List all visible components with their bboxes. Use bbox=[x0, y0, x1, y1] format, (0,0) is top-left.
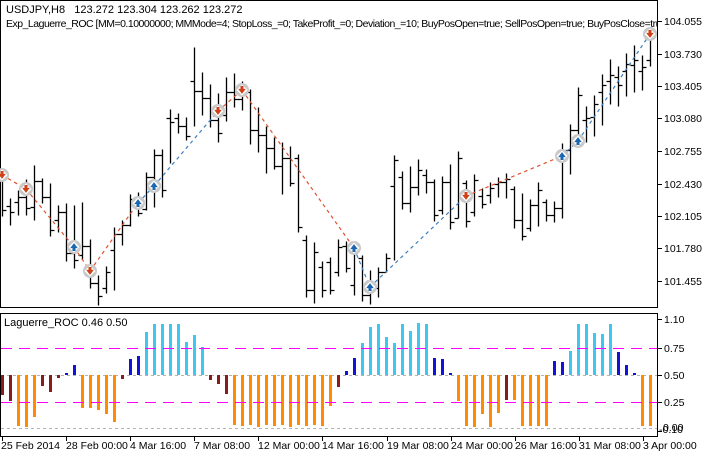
svg-text:USDJPY,H8 123.272 123.304 12: USDJPY,H8 123.272 123.304 123.262 123.27… bbox=[6, 4, 242, 16]
svg-text:104.055: 104.055 bbox=[664, 16, 702, 28]
svg-text:102.755: 102.755 bbox=[664, 146, 702, 158]
svg-text:101.455: 101.455 bbox=[664, 276, 702, 288]
svg-text:103.080: 103.080 bbox=[664, 113, 702, 125]
svg-text:14 Mar 16:00: 14 Mar 16:00 bbox=[322, 440, 384, 452]
svg-text:0.75: 0.75 bbox=[664, 343, 685, 355]
svg-text:26 Mar 16:00: 26 Mar 16:00 bbox=[515, 440, 577, 452]
svg-text:-0.10: -0.10 bbox=[659, 424, 683, 436]
svg-text:1.10: 1.10 bbox=[664, 314, 685, 326]
svg-text:4 Mar 16:00: 4 Mar 16:00 bbox=[130, 440, 186, 452]
svg-text:103.405: 103.405 bbox=[664, 81, 702, 93]
svg-text:28 Feb 00:00: 28 Feb 00:00 bbox=[66, 440, 128, 452]
svg-text:25 Feb 2014: 25 Feb 2014 bbox=[1, 440, 60, 452]
svg-text:3 Apr 00:00: 3 Apr 00:00 bbox=[643, 440, 697, 452]
svg-text:7 Mar 08:00: 7 Mar 08:00 bbox=[194, 440, 250, 452]
svg-text:0.25: 0.25 bbox=[664, 397, 685, 409]
svg-text:102.430: 102.430 bbox=[664, 179, 702, 191]
svg-text:19 Mar 08:00: 19 Mar 08:00 bbox=[387, 440, 449, 452]
svg-text:24 Mar 00:00: 24 Mar 00:00 bbox=[451, 440, 513, 452]
svg-text:Laguerre_ROC 0.46 0.50: Laguerre_ROC 0.46 0.50 bbox=[4, 317, 128, 329]
svg-text:0.00: 0.00 bbox=[663, 422, 684, 434]
svg-text:12 Mar 00:00: 12 Mar 00:00 bbox=[258, 440, 320, 452]
svg-text:102.105: 102.105 bbox=[664, 211, 702, 223]
svg-text:0.50: 0.50 bbox=[664, 370, 685, 382]
svg-text:101.780: 101.780 bbox=[664, 243, 702, 255]
svg-text:31 Mar 08:00: 31 Mar 08:00 bbox=[579, 440, 641, 452]
svg-text:103.730: 103.730 bbox=[664, 49, 702, 61]
svg-text:Exp_Laguerre_ROC [MM=0.1000000: Exp_Laguerre_ROC [MM=0.10000000; MMMode=… bbox=[6, 18, 709, 30]
